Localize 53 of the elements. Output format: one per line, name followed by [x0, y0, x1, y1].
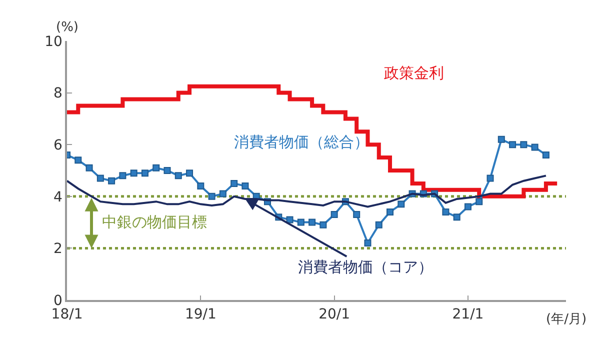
- point: [520, 141, 528, 148]
- point: [509, 141, 516, 148]
- point: [330, 211, 338, 218]
- point: [208, 192, 216, 200]
- point: [230, 180, 238, 187]
- y-tick-label: 6: [54, 138, 63, 154]
- point: [297, 218, 304, 226]
- point: [386, 208, 394, 216]
- point: [74, 156, 82, 164]
- point: [364, 240, 372, 247]
- x-axis-title: (年/月): [546, 312, 587, 327]
- point: [442, 208, 450, 216]
- x-tick-label: 21/1: [452, 306, 484, 323]
- annotation: 中銀の物価目標: [102, 213, 207, 231]
- y-axis-title: (%): [56, 20, 78, 35]
- point: [242, 182, 249, 190]
- point: [542, 151, 550, 158]
- point: [219, 190, 226, 198]
- point: [286, 216, 294, 224]
- y-tick-label: 10: [44, 34, 62, 50]
- point: [464, 203, 472, 210]
- point: [119, 172, 126, 180]
- point: [141, 170, 148, 177]
- point: [130, 170, 138, 177]
- y-tick-label: 8: [54, 86, 62, 102]
- text: 政策金利: [384, 64, 444, 82]
- y-tick-label: 2: [54, 241, 62, 258]
- point: [308, 218, 316, 226]
- point: [375, 221, 382, 228]
- point: [486, 174, 494, 182]
- point: [174, 172, 182, 180]
- point: [108, 177, 116, 184]
- point: [453, 214, 460, 221]
- point: [320, 221, 327, 228]
- x-tick-label: 20/1: [318, 306, 350, 323]
- point: [353, 211, 360, 218]
- series-label: 消費者物価（総合）: [234, 133, 369, 151]
- point: [96, 174, 104, 182]
- point: [152, 164, 160, 172]
- y-tick-label: 4: [54, 189, 63, 206]
- point: [498, 136, 505, 143]
- y-tick-label: 0: [54, 292, 62, 309]
- point: [197, 182, 204, 190]
- point: [186, 170, 194, 177]
- x-tick-label: 18/1: [51, 306, 83, 323]
- x-tick-label: 19/1: [184, 306, 216, 323]
- text: 消費者物価（コア）: [298, 258, 433, 276]
- point: [398, 200, 405, 208]
- point: [531, 144, 538, 151]
- point: [86, 164, 93, 172]
- point: [476, 198, 483, 206]
- line-series: [67, 174, 547, 208]
- point: [164, 167, 171, 174]
